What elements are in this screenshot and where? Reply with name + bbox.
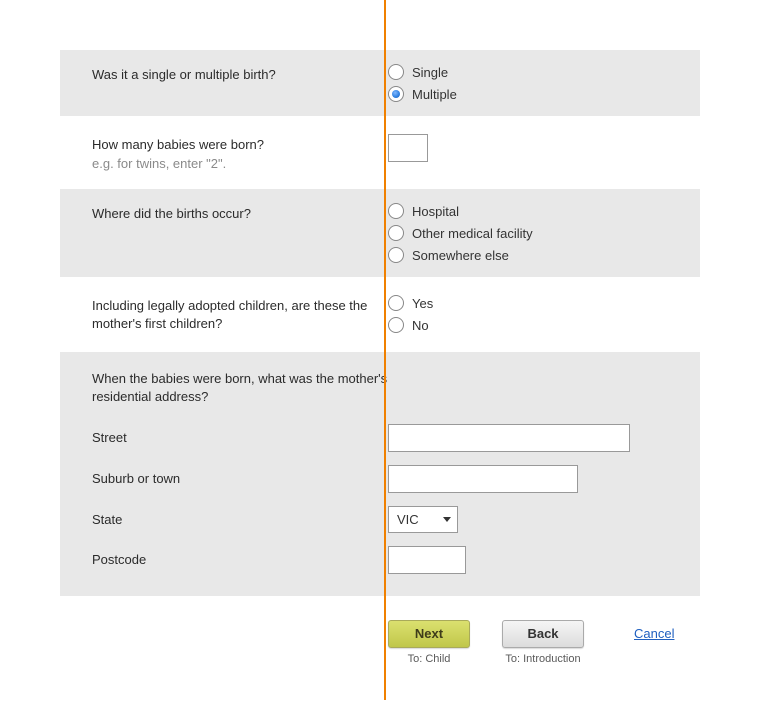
radio-yes-label[interactable]: Yes <box>412 296 433 311</box>
baby-count-input[interactable] <box>388 134 428 162</box>
state-select[interactable]: VIC <box>388 506 458 533</box>
question-text: When the babies were born, what was the … <box>92 370 388 406</box>
suburb-label: Suburb or town <box>92 471 388 486</box>
back-button-label: Back <box>527 626 558 641</box>
back-button-caption: To: Introduction <box>505 653 580 665</box>
question-address: When the babies were born, what was the … <box>60 352 700 596</box>
radio-somewhere-else[interactable] <box>388 247 404 263</box>
form-container: Was it a single or multiple birth? Singl… <box>0 0 760 695</box>
question-text: Including legally adopted children, are … <box>92 297 368 333</box>
next-button[interactable]: Next <box>388 620 470 648</box>
radio-other-facility-label[interactable]: Other medical facility <box>412 226 533 241</box>
next-button-caption: To: Child <box>408 653 451 665</box>
question-birth-type: Was it a single or multiple birth? Singl… <box>60 50 700 116</box>
question-text: Was it a single or multiple birth? <box>92 66 368 84</box>
back-button[interactable]: Back <box>502 620 584 648</box>
question-text: Where did the births occur? <box>92 205 368 223</box>
next-button-label: Next <box>415 626 443 641</box>
radio-other-facility[interactable] <box>388 225 404 241</box>
radio-hospital-label[interactable]: Hospital <box>412 204 459 219</box>
postcode-label: Postcode <box>92 552 388 567</box>
state-label: State <box>92 512 388 527</box>
radio-multiple-label[interactable]: Multiple <box>412 87 457 102</box>
question-hint: e.g. for twins, enter "2". <box>92 156 368 171</box>
question-first-children: Including legally adopted children, are … <box>60 281 700 347</box>
postcode-input[interactable] <box>388 546 466 574</box>
street-label: Street <box>92 430 388 445</box>
nav-row: Next To: Child Back To: Introduction Can… <box>60 620 700 665</box>
radio-hospital[interactable] <box>388 203 404 219</box>
radio-single[interactable] <box>388 64 404 80</box>
state-select-value: VIC <box>397 512 419 527</box>
question-birth-location: Where did the births occur? Hospital Oth… <box>60 189 700 277</box>
radio-yes[interactable] <box>388 295 404 311</box>
vertical-divider <box>384 0 386 700</box>
radio-somewhere-else-label[interactable]: Somewhere else <box>412 248 509 263</box>
radio-no[interactable] <box>388 317 404 333</box>
radio-no-label[interactable]: No <box>412 318 429 333</box>
suburb-input[interactable] <box>388 465 578 493</box>
radio-single-label[interactable]: Single <box>412 65 448 80</box>
question-text: How many babies were born? <box>92 136 368 154</box>
chevron-down-icon <box>443 517 451 522</box>
radio-multiple[interactable] <box>388 86 404 102</box>
cancel-link[interactable]: Cancel <box>634 626 674 641</box>
question-baby-count: How many babies were born? e.g. for twin… <box>60 120 700 185</box>
street-input[interactable] <box>388 424 630 452</box>
